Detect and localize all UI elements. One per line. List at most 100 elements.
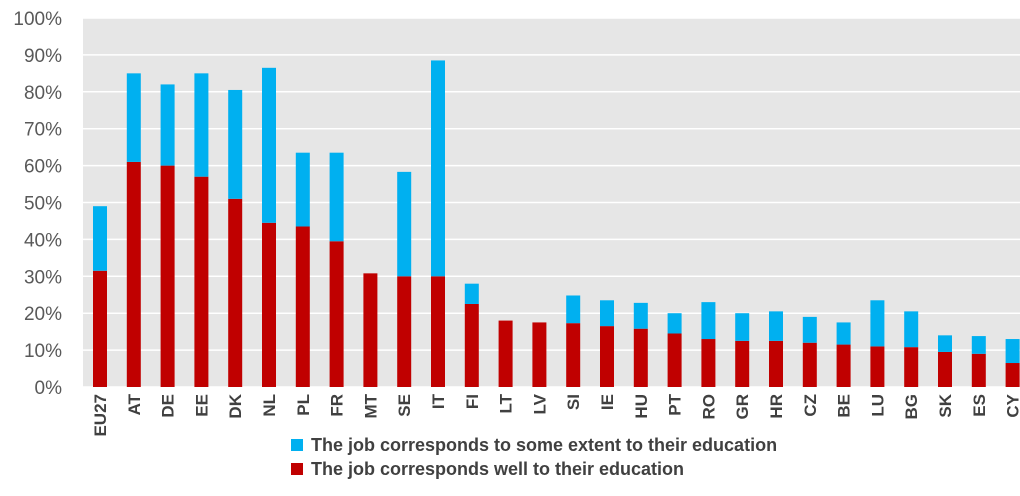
bar-well: [126, 161, 141, 387]
bar-some-extent: [633, 302, 648, 329]
bar-some-extent: [262, 67, 276, 223]
x-tick-label: PL: [294, 394, 313, 416]
bar-some-extent: [93, 206, 107, 271]
bar-well: [667, 333, 682, 387]
x-tick-label: MT: [361, 393, 380, 418]
x-tick-label: DE: [159, 394, 178, 418]
bar-well: [971, 353, 986, 387]
bar-some-extent: [126, 73, 141, 162]
bar-well: [464, 303, 479, 387]
bar-some-extent: [329, 152, 344, 242]
bar-well: [431, 276, 445, 387]
x-tick-label: IE: [598, 394, 617, 410]
legend-swatch: [291, 463, 303, 475]
bar-well: [262, 222, 276, 387]
bar-some-extent: [600, 300, 614, 327]
x-tick-label: SE: [395, 394, 414, 417]
bar-some-extent: [802, 316, 817, 343]
x-tick-label: PT: [666, 393, 685, 415]
bar-some-extent: [769, 311, 783, 341]
bar-well: [228, 198, 243, 387]
legend-label: The job corresponds well to their educat…: [311, 459, 684, 479]
bar-well: [363, 273, 378, 387]
y-tick-label: 30%: [24, 267, 62, 288]
y-tick-label: 60%: [24, 157, 62, 178]
bar-well: [701, 339, 716, 387]
bar-some-extent: [566, 295, 581, 324]
legend-label: The job corresponds to some extent to th…: [311, 435, 777, 455]
x-tick-label: EE: [192, 394, 211, 417]
bar-some-extent: [870, 300, 885, 347]
x-tick-label: ES: [970, 394, 989, 417]
x-tick-label: RO: [699, 394, 718, 420]
y-tick-label: 0%: [35, 378, 63, 399]
x-tick-label: LV: [530, 393, 549, 414]
y-tick-label: 100%: [13, 9, 62, 30]
bar-well: [802, 342, 817, 387]
bar-well: [633, 328, 648, 387]
bar-well: [769, 340, 783, 387]
bar-well: [836, 344, 851, 387]
bar-well: [532, 322, 547, 387]
bar-some-extent: [836, 322, 851, 345]
bar-well: [93, 270, 107, 387]
bar-some-extent: [938, 335, 952, 352]
bar-some-extent: [397, 171, 412, 277]
bar-well: [397, 276, 412, 387]
x-tick-label: NL: [260, 394, 279, 417]
y-tick-label: 40%: [24, 230, 62, 251]
x-tick-label: AT: [125, 393, 144, 415]
bar-some-extent: [904, 311, 919, 348]
bar-well: [870, 346, 885, 387]
y-tick-label: 50%: [24, 194, 62, 215]
x-tick-label: FR: [328, 394, 347, 417]
legend-swatch: [291, 439, 303, 451]
x-tick-label: LU: [868, 394, 887, 417]
x-tick-label: DK: [226, 393, 245, 418]
bar-well: [938, 351, 952, 387]
bar-well: [904, 347, 919, 387]
x-tick-label: FI: [463, 394, 482, 409]
x-tick-label: HR: [767, 394, 786, 419]
bar-well: [566, 323, 581, 387]
y-tick-label: 20%: [24, 304, 62, 325]
y-axis-ticks: 0% 10% 20% 30% 40% 50% 60% 70% 80% 90% 100%: [13, 9, 62, 399]
x-tick-label: CY: [1004, 393, 1020, 417]
bars-group: [93, 60, 1020, 387]
bar-well: [498, 320, 513, 387]
bar-well: [160, 165, 175, 387]
bar-some-extent: [228, 89, 243, 199]
y-tick-label: 80%: [24, 83, 62, 104]
x-axis-ticks: EU27 AT DE EE DK NL PL FR MT SE IT FI LT LV SI IE HU PT RO…: [91, 393, 1020, 436]
bar-well: [735, 340, 750, 387]
bar-some-extent: [667, 313, 682, 334]
x-tick-label: EU27: [91, 394, 110, 437]
bar-some-extent: [1005, 339, 1020, 364]
x-tick-label: SK: [936, 393, 955, 417]
bar-well: [194, 176, 209, 387]
bar-some-extent: [194, 73, 209, 177]
bar-some-extent: [464, 283, 479, 304]
bar-well: [1005, 363, 1020, 387]
bar-well: [329, 241, 344, 387]
bar-well: [295, 226, 310, 387]
bar-some-extent: [295, 152, 310, 227]
bar-well: [600, 326, 614, 387]
x-tick-label: HU: [632, 394, 651, 419]
bar-some-extent: [160, 84, 175, 166]
bar-some-extent: [735, 313, 750, 341]
bar-some-extent: [971, 336, 986, 354]
x-tick-label: GR: [733, 394, 752, 420]
x-tick-label: IT: [429, 393, 448, 409]
y-tick-label: 10%: [24, 341, 62, 362]
y-tick-label: 70%: [24, 120, 62, 141]
x-tick-label: BG: [902, 394, 921, 420]
y-tick-label: 90%: [24, 46, 62, 67]
bar-some-extent: [431, 60, 445, 277]
x-tick-label: SI: [564, 394, 583, 410]
x-tick-label: CZ: [801, 394, 820, 417]
bar-some-extent: [701, 302, 716, 340]
x-tick-label: LT: [497, 393, 516, 413]
